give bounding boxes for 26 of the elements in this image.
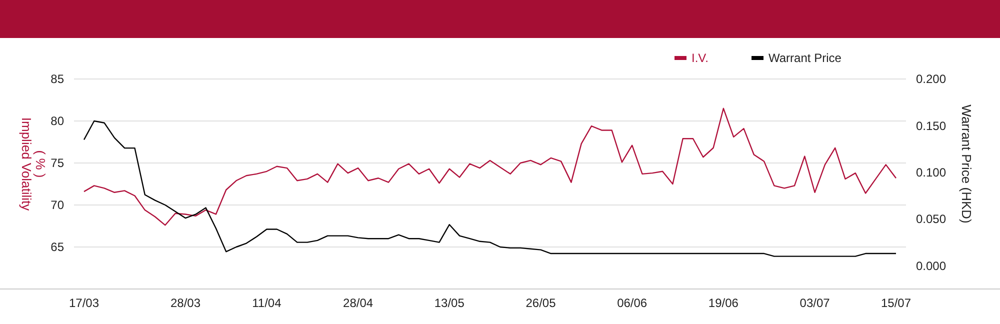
legend-label: Warrant Price xyxy=(768,51,842,65)
x-tick-label: 19/06 xyxy=(708,296,739,310)
x-tick-label: 28/03 xyxy=(170,296,201,310)
y-tick-label: 80 xyxy=(50,114,64,128)
y2-tick-label: 0.000 xyxy=(916,258,946,273)
legend-label: I.V. xyxy=(692,51,708,65)
x-tick-label: 15/07 xyxy=(880,296,912,310)
x-tick-label: 06/06 xyxy=(617,296,648,310)
line-series xyxy=(83,108,897,226)
y2-tick-label: 0.150 xyxy=(916,118,946,133)
y-tick-label: 75 xyxy=(50,156,64,170)
y-tick-label: 65 xyxy=(50,240,64,254)
x-tick-label: 28/04 xyxy=(343,296,374,310)
x-tick-label: 11/04 xyxy=(252,296,282,310)
line-series xyxy=(83,120,897,257)
x-tick-label: 03/07 xyxy=(800,296,830,310)
y-axis-title: Implied Volatility ( % ) xyxy=(19,117,48,212)
y2-tick-label: 0.050 xyxy=(916,212,946,226)
y2-axis-title: Warrant Price (HKD) xyxy=(959,104,974,224)
x-tick-label: 26/05 xyxy=(526,296,556,310)
y2-tick-label: 0.200 xyxy=(916,72,946,86)
x-tick-label: 17/03 xyxy=(68,296,100,310)
x-tick-label: 13/05 xyxy=(434,296,465,310)
y-tick-label: 70 xyxy=(50,198,64,212)
y2-tick-label: 0.100 xyxy=(916,166,946,180)
y-tick-label: 85 xyxy=(50,72,64,86)
